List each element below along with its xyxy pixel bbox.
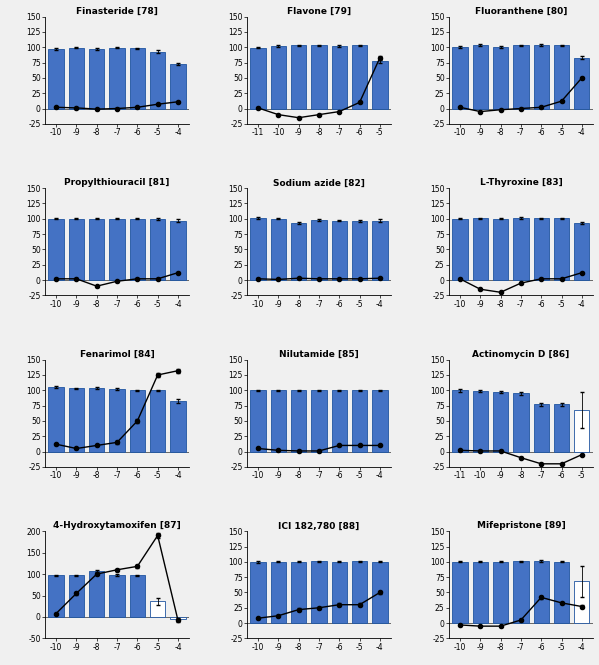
Bar xyxy=(250,390,265,452)
Title: Actinomycin D [86]: Actinomycin D [86] xyxy=(472,350,570,359)
Bar xyxy=(473,45,488,108)
Bar xyxy=(473,391,488,452)
Bar xyxy=(170,221,186,280)
Bar xyxy=(291,45,306,108)
Bar xyxy=(513,561,528,623)
Bar xyxy=(534,218,549,280)
Bar xyxy=(271,562,286,623)
Bar xyxy=(130,219,145,280)
Bar xyxy=(291,390,306,452)
Title: Nilutamide [85]: Nilutamide [85] xyxy=(279,350,359,359)
Bar xyxy=(150,390,165,452)
Bar xyxy=(311,390,326,452)
Bar xyxy=(250,48,265,108)
Title: Fluoranthene [80]: Fluoranthene [80] xyxy=(474,7,567,16)
Bar xyxy=(493,219,508,280)
Bar xyxy=(150,219,165,280)
Bar xyxy=(513,218,528,280)
Bar xyxy=(493,392,508,452)
Bar xyxy=(534,561,549,623)
Bar xyxy=(311,220,326,280)
Bar xyxy=(452,562,468,623)
Bar xyxy=(89,49,104,108)
Bar xyxy=(554,218,569,280)
Bar xyxy=(554,562,569,623)
Bar xyxy=(373,390,388,452)
Bar xyxy=(170,64,186,108)
Bar xyxy=(513,45,528,108)
Bar xyxy=(250,562,265,623)
Bar xyxy=(332,562,347,623)
Bar xyxy=(373,221,388,280)
Bar xyxy=(170,617,186,619)
Bar xyxy=(574,410,589,452)
Title: Flavone [79]: Flavone [79] xyxy=(287,7,351,16)
Bar xyxy=(130,49,145,108)
Title: ICI 182,780 [88]: ICI 182,780 [88] xyxy=(279,521,359,531)
Bar xyxy=(89,388,104,452)
Bar xyxy=(473,562,488,623)
Bar xyxy=(352,390,367,452)
Title: Fenarimol [84]: Fenarimol [84] xyxy=(80,350,155,359)
Bar xyxy=(89,219,104,280)
Bar xyxy=(493,562,508,623)
Bar xyxy=(170,401,186,452)
Bar xyxy=(554,45,569,108)
Bar xyxy=(332,390,347,452)
Title: 4-Hydroxytamoxifen [87]: 4-Hydroxytamoxifen [87] xyxy=(53,521,181,531)
Bar xyxy=(311,561,326,623)
Bar xyxy=(574,58,589,108)
Bar xyxy=(110,575,125,617)
Bar xyxy=(452,47,468,108)
Bar xyxy=(150,52,165,108)
Bar xyxy=(574,223,589,280)
Bar xyxy=(271,219,286,280)
Bar xyxy=(150,601,165,617)
Bar xyxy=(452,390,468,452)
Bar xyxy=(473,218,488,280)
Bar xyxy=(49,49,63,108)
Bar xyxy=(373,562,388,623)
Bar xyxy=(332,46,347,108)
Bar xyxy=(110,48,125,108)
Bar xyxy=(311,45,326,108)
Title: Sodium azide [82]: Sodium azide [82] xyxy=(273,178,365,188)
Bar xyxy=(110,219,125,280)
Title: L-Thyroxine [83]: L-Thyroxine [83] xyxy=(480,178,562,188)
Bar xyxy=(69,388,84,452)
Bar xyxy=(574,581,589,623)
Bar xyxy=(89,571,104,617)
Bar xyxy=(69,219,84,280)
Bar xyxy=(291,562,306,623)
Bar xyxy=(69,48,84,108)
Bar xyxy=(373,61,388,108)
Title: Propylthiouracil [81]: Propylthiouracil [81] xyxy=(64,178,170,188)
Bar xyxy=(332,221,347,280)
Bar xyxy=(291,223,306,280)
Bar xyxy=(452,219,468,280)
Bar xyxy=(130,575,145,617)
Bar xyxy=(352,45,367,108)
Title: Finasteride [78]: Finasteride [78] xyxy=(76,7,158,16)
Bar xyxy=(49,387,63,452)
Bar xyxy=(352,221,367,280)
Bar xyxy=(554,404,569,452)
Bar xyxy=(250,218,265,280)
Title: Mifepristone [89]: Mifepristone [89] xyxy=(477,521,565,531)
Bar xyxy=(352,561,367,623)
Bar xyxy=(271,46,286,108)
Bar xyxy=(69,575,84,617)
Bar xyxy=(110,389,125,452)
Bar xyxy=(534,45,549,108)
Bar xyxy=(534,404,549,452)
Bar xyxy=(513,394,528,452)
Bar xyxy=(130,390,145,452)
Bar xyxy=(49,575,63,617)
Bar xyxy=(493,47,508,108)
Bar xyxy=(49,219,63,280)
Bar xyxy=(271,390,286,452)
